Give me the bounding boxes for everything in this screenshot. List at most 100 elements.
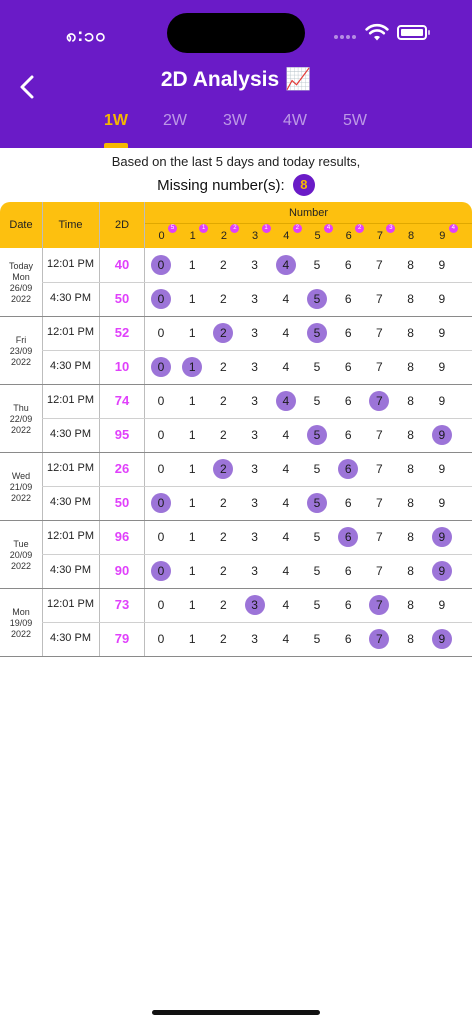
column-divider-1: [99, 202, 100, 656]
date-line: 2022: [10, 294, 32, 304]
digit-4: 4: [282, 530, 290, 544]
digit-0: 0: [157, 632, 165, 646]
digit-2: 2: [220, 360, 227, 374]
digit-count-badge-1: 1: [199, 224, 209, 233]
digit-9: 9: [438, 394, 446, 408]
missing-numbers: Missing number(s): 8: [0, 174, 472, 196]
number-header-2: 2: [220, 230, 227, 242]
tab-5w[interactable]: 5W: [343, 112, 367, 129]
column-divider-0: [42, 202, 43, 656]
digit-4: 4: [282, 496, 290, 510]
digit-hit-9: 9: [431, 527, 452, 547]
digit-4: 4: [282, 564, 290, 578]
digit-1: 1: [188, 564, 196, 578]
digit-3: 3: [251, 360, 258, 374]
day-divider: [0, 452, 472, 453]
digit-5: 5: [313, 462, 321, 476]
digit-8: 8: [407, 394, 414, 408]
date-cell: Today Mon 26/09 2022: [0, 261, 42, 305]
digit-0: 0: [157, 428, 165, 442]
digit-4: 4: [282, 292, 290, 306]
digit-8: 8: [407, 462, 414, 476]
tab-1w[interactable]: 1W: [104, 112, 128, 129]
digit-5: 5: [313, 258, 321, 272]
digit-9: 9: [438, 462, 446, 476]
digit-0: 0: [157, 326, 165, 340]
digit-hit-1: 1: [182, 357, 203, 377]
digit-4: 4: [282, 428, 290, 442]
digit-6: 6: [344, 360, 352, 374]
digit-9: 9: [438, 258, 446, 272]
date-line: 2022: [10, 628, 32, 639]
digit-1: 1: [188, 598, 196, 612]
digit-hit-0: 0: [151, 493, 171, 513]
digit-1: 1: [188, 530, 196, 544]
digit-3: 3: [251, 530, 258, 544]
digit-3: 3: [251, 564, 258, 578]
page-title-text: 2D Analysis 📈: [160, 68, 312, 91]
digit-hit-4: 4: [275, 391, 296, 411]
digit-1: 1: [188, 326, 196, 340]
date-line: 2022: [10, 424, 32, 435]
twod-value: 74: [114, 393, 130, 408]
digit-count-badge-9: 4: [448, 224, 458, 233]
time-cell: 4:30 PM: [50, 292, 91, 304]
digit-2: 2: [220, 564, 227, 578]
day-divider: [0, 384, 472, 385]
time-cell: 12:01 PM: [46, 258, 95, 270]
digit-3: 3: [251, 394, 258, 408]
battery-icon: [397, 25, 430, 40]
number-header-9: 9: [439, 230, 446, 242]
date-line: 26/09: [9, 283, 33, 293]
digit-9: 9: [438, 598, 446, 612]
tab-4w[interactable]: 4W: [283, 112, 307, 129]
digit-8: 8: [407, 428, 414, 442]
time-cell: 12:01 PM: [46, 462, 95, 474]
digit-hit-5: 5: [307, 323, 327, 343]
digit-6: 6: [344, 598, 352, 612]
digit-5: 5: [313, 530, 321, 544]
digit-count-badge-7: 3: [386, 224, 396, 233]
twod-value: 90: [114, 563, 130, 578]
digit-2: 2: [220, 428, 227, 442]
digit-8: 8: [407, 598, 414, 612]
number-header-7: 7: [376, 230, 383, 242]
digit-hit-5: 5: [307, 493, 327, 513]
day-divider: [0, 316, 472, 317]
tab-2w[interactable]: 2W: [163, 112, 187, 129]
digit-5: 5: [313, 394, 321, 408]
digit-6: 6: [344, 428, 352, 442]
chevron-left-icon[interactable]: [16, 74, 38, 100]
tab-3w[interactable]: 3W: [223, 112, 247, 129]
active-tab-indicator: [104, 143, 128, 148]
twod-value: 10: [114, 359, 130, 374]
cellular-signal-icon: [334, 35, 356, 39]
digit-count-badge-5: 4: [324, 224, 333, 233]
digit-0: 0: [157, 462, 165, 476]
twod-value: 50: [114, 495, 130, 510]
digit-0: 0: [157, 530, 165, 544]
time-cell: 12:01 PM: [46, 530, 95, 542]
number-header-4: 4: [283, 230, 290, 242]
row-divider: [42, 554, 472, 555]
number-header-8: 8: [408, 230, 415, 242]
digit-2: 2: [220, 632, 227, 646]
twod-value: 40: [114, 257, 130, 272]
digit-hit-9: 9: [431, 561, 452, 581]
digit-1: 1: [188, 394, 196, 408]
twod-value: 52: [114, 325, 130, 340]
digit-3: 3: [251, 292, 258, 306]
digit-0: 0: [157, 598, 165, 612]
digit-4: 4: [282, 632, 290, 646]
digit-6: 6: [344, 292, 352, 306]
digit-hit-9: 9: [431, 425, 452, 445]
digit-1: 1: [188, 428, 196, 442]
digit-hit-0: 0: [151, 289, 171, 309]
digit-count-badge-0: 5: [168, 224, 177, 233]
digit-8: 8: [407, 326, 414, 340]
digit-9: 9: [438, 360, 446, 374]
digit-9: 9: [438, 326, 446, 340]
header-time: Time: [58, 219, 83, 231]
digit-0: 0: [157, 394, 165, 408]
time-cell: 4:30 PM: [50, 632, 91, 644]
